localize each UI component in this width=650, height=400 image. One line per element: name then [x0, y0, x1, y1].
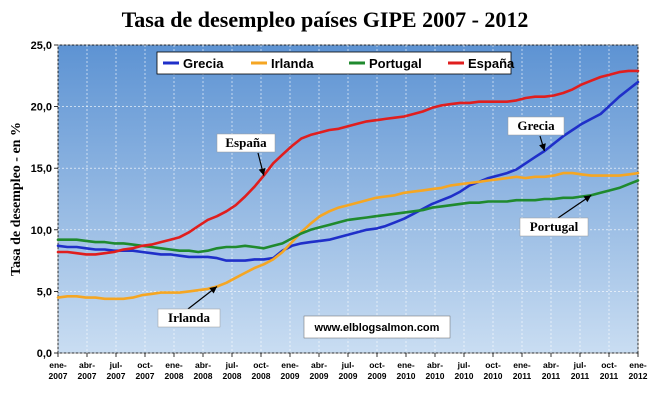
y-axis-label: Tasa de desempleo - en % — [9, 122, 24, 276]
annotation-label: Grecia — [517, 118, 555, 133]
annotation-arrowhead — [209, 286, 218, 294]
legend-label: Grecia — [183, 56, 224, 71]
annotation-box — [157, 308, 221, 328]
series-line-grecia — [56, 80, 640, 262]
legend-label: España — [468, 56, 515, 71]
x-tick-label: jul-2009 — [339, 360, 358, 381]
annotation-label: Irlanda — [168, 310, 210, 325]
y-tick-label: 10,0 — [31, 225, 52, 237]
x-tick-label: abr-2011 — [542, 360, 561, 381]
y-axis-ticks: 0,0 5,0 10,0 15,0 20,0 25,0 — [31, 40, 58, 360]
x-tick-label: jul-2011 — [571, 360, 590, 381]
y-tick-label: 0,0 — [37, 348, 52, 360]
x-tick-label: abr-2009 — [310, 360, 329, 381]
legend-label: Portugal — [369, 56, 422, 71]
x-tick-label: abr-2010 — [426, 360, 445, 381]
chart-title: Tasa de desempleo países GIPE 2007 - 201… — [122, 7, 529, 32]
x-tick-label: jul-2007 — [107, 360, 126, 381]
x-tick-label: ene-2007 — [49, 360, 68, 381]
watermark-text: www.elblogsalmon.com — [314, 322, 440, 334]
y-tick-label: 25,0 — [31, 40, 52, 52]
annotations: España Grecia Irlanda Portugal — [157, 116, 592, 328]
x-tick-label: oct-2011 — [600, 360, 619, 381]
annotation-arrowhead — [258, 167, 266, 176]
watermark: www.elblogsalmon.com — [303, 315, 451, 339]
series-line-portugal — [56, 179, 640, 254]
x-tick-label: ene-2008 — [165, 360, 184, 381]
x-tick-label: oct-2010 — [484, 360, 503, 381]
grid — [57, 44, 639, 354]
x-tick-label: jul-2010 — [455, 360, 474, 381]
series-line-espana — [56, 69, 640, 256]
x-tick-label: oct-2007 — [136, 360, 155, 381]
legend-box — [156, 51, 512, 75]
annotation-box — [507, 116, 565, 136]
x-tick-label: ene-2011 — [513, 360, 532, 381]
annotation-box — [519, 217, 589, 237]
annotation-label: Portugal — [530, 219, 579, 234]
y-tick-label: 15,0 — [31, 163, 52, 175]
watermark-box — [303, 315, 451, 339]
annotation-box — [216, 133, 276, 153]
annotation-arrowhead — [539, 143, 546, 151]
x-tick-label: ene-2010 — [397, 360, 416, 381]
x-axis-ticks: ene-2007 abr-2007 jul-2007 oct-2007 ene-2008… — [49, 353, 648, 381]
annotation-arrowhead — [583, 195, 592, 203]
x-tick-label: oct-2008 — [252, 360, 271, 381]
annotation-label: España — [225, 135, 267, 150]
legend-label: Irlanda — [271, 56, 314, 71]
series-line-irlanda — [56, 171, 640, 301]
x-tick-label: oct-2009 — [368, 360, 387, 381]
series-lines — [56, 69, 640, 301]
y-tick-label: 20,0 — [31, 102, 52, 114]
legend: Grecia Irlanda Portugal España — [156, 51, 515, 75]
x-tick-label: abr-2008 — [194, 360, 213, 381]
x-tick-label: ene-2009 — [281, 360, 300, 381]
x-tick-label: jul-2008 — [223, 360, 242, 381]
y-tick-label: 5,0 — [37, 286, 52, 298]
x-tick-label: ene-2012 — [629, 360, 648, 381]
x-tick-label: abr-2007 — [78, 360, 97, 381]
